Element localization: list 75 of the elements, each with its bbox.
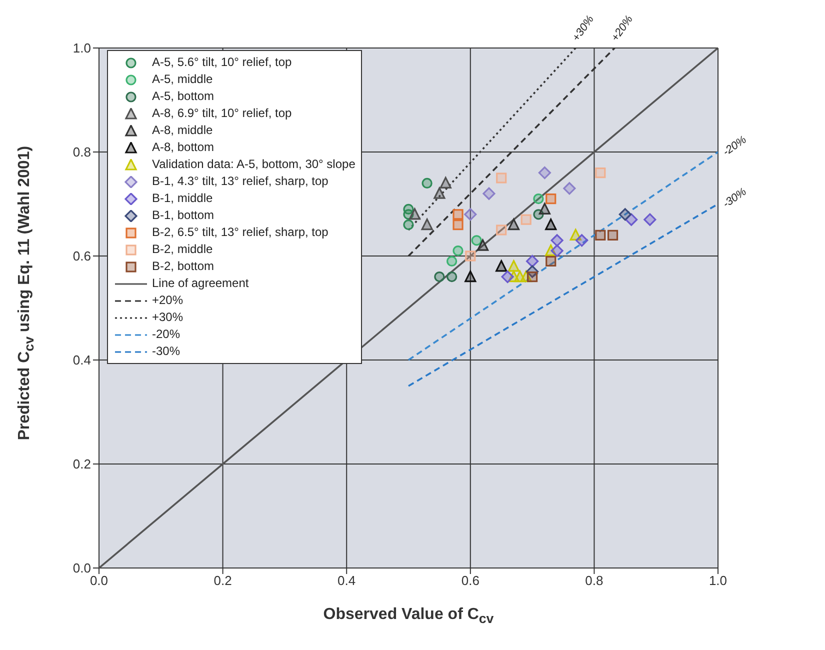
point (408, 208, 420, 220)
legend-label: Line of agreement (152, 275, 249, 292)
x-tick-label: 1.0 (708, 573, 728, 588)
legend-label: +20% (152, 292, 184, 309)
point (538, 166, 551, 180)
point (533, 194, 544, 204)
legend-label: B-2, middle (152, 241, 213, 258)
point (526, 254, 539, 268)
point (527, 272, 538, 282)
point (440, 176, 452, 188)
point (464, 208, 477, 221)
point (452, 220, 464, 230)
legend-label: A-8, 6.9° tilt, 10° relief, top (152, 105, 292, 122)
legend-label: B-1, 4.3° tilt, 13° relief, sharp, top (152, 173, 328, 190)
point (520, 214, 532, 225)
point (546, 194, 556, 204)
legend-label: A-8, bottom (152, 139, 214, 156)
point (595, 168, 606, 178)
annotation: -30% (720, 186, 749, 210)
x-tick-label: 0.2 (214, 573, 232, 588)
point (644, 213, 656, 226)
x-tick-label: 0.6 (461, 573, 480, 588)
point (446, 272, 458, 282)
point (546, 256, 556, 266)
point (476, 239, 489, 251)
y-tick-label: 0.8 (72, 144, 91, 160)
point (607, 230, 618, 240)
point (471, 235, 482, 246)
point (538, 202, 550, 214)
point (501, 270, 514, 284)
point (496, 172, 507, 184)
legend-label: A-5, middle (152, 71, 213, 88)
point (496, 260, 508, 272)
point (550, 244, 564, 258)
point (550, 234, 564, 247)
point (618, 208, 632, 221)
point (452, 209, 464, 220)
point (421, 218, 433, 230)
legend-label: B-2, bottom (152, 258, 214, 275)
y-tick-label: 0.6 (72, 248, 91, 264)
y-tick-label: 0.2 (72, 456, 91, 472)
point (508, 260, 520, 272)
point (422, 178, 432, 188)
point (465, 250, 476, 262)
point (595, 230, 606, 240)
legend-label: A-5, 5.6° tilt, 10° relief, top (152, 54, 292, 71)
legend-label: -30% (152, 343, 180, 360)
point (563, 182, 576, 195)
point (545, 218, 557, 230)
legend-label: A-8, middle (152, 122, 213, 139)
y-tick-label: 0.4 (72, 352, 91, 368)
point (452, 246, 464, 256)
legend-label: B-2, 6.5° tilt, 13° relief, sharp, top (152, 224, 328, 241)
x-axis-title: Observed Value of C$_{cv}$ (322, 606, 495, 626)
legend-label: A-5, bottom (152, 88, 214, 105)
point (434, 272, 445, 282)
y-tick-label: 1.0 (72, 40, 91, 56)
point (482, 187, 496, 200)
legend-label: B-1, bottom (152, 207, 214, 224)
y-tick-label: 0.0 (72, 560, 91, 576)
point (403, 220, 414, 230)
point (434, 187, 446, 199)
point (464, 270, 476, 282)
point (496, 224, 507, 236)
legend-label: Validation data: A-5, bottom, 30° slope (152, 156, 356, 173)
annotation: -20% (720, 134, 749, 158)
x-tick-label: 0.0 (90, 573, 108, 588)
legend-label: B-1, middle (152, 190, 213, 207)
legend-label: +30% (152, 309, 184, 326)
x-tick-label: 0.8 (585, 573, 604, 588)
point (576, 234, 588, 247)
x-tick-label: 0.4 (338, 573, 356, 588)
point (446, 256, 458, 266)
legend-label: -20% (152, 326, 180, 343)
point (508, 218, 520, 230)
